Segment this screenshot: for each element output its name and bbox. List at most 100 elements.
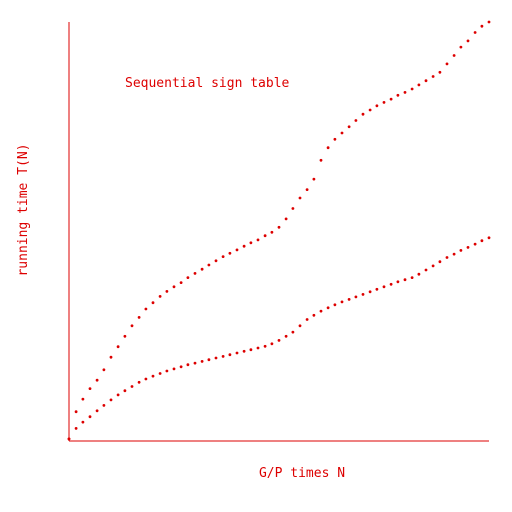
data-point bbox=[319, 309, 323, 313]
data-point bbox=[431, 264, 435, 268]
data-points bbox=[67, 20, 491, 441]
data-point bbox=[172, 367, 176, 371]
data-point bbox=[480, 24, 484, 28]
data-point bbox=[389, 97, 393, 101]
data-point bbox=[200, 267, 204, 271]
data-point bbox=[347, 125, 351, 129]
data-point bbox=[102, 404, 106, 407]
data-point bbox=[144, 377, 148, 381]
data-point bbox=[403, 91, 407, 94]
data-point bbox=[438, 260, 442, 264]
data-point bbox=[466, 39, 470, 43]
data-point bbox=[116, 393, 120, 397]
data-point bbox=[438, 70, 442, 74]
data-point bbox=[466, 246, 470, 249]
data-point bbox=[95, 378, 99, 382]
chart-annotation: Sequential sign table bbox=[125, 76, 290, 91]
data-point bbox=[137, 380, 141, 384]
data-point bbox=[452, 54, 456, 57]
series-2 bbox=[67, 236, 491, 441]
data-point bbox=[473, 242, 477, 246]
data-point bbox=[74, 427, 78, 430]
data-point bbox=[242, 349, 246, 353]
data-point bbox=[396, 280, 400, 284]
data-point bbox=[459, 45, 463, 49]
data-point bbox=[235, 248, 239, 252]
series-1 bbox=[67, 20, 491, 441]
data-point bbox=[165, 290, 169, 293]
data-point bbox=[144, 307, 148, 311]
data-point bbox=[249, 241, 253, 245]
data-point bbox=[228, 251, 232, 255]
data-point bbox=[235, 351, 239, 355]
data-point bbox=[207, 358, 211, 362]
data-point bbox=[480, 239, 484, 243]
data-point bbox=[221, 355, 225, 358]
x-axis-label: G/P times N bbox=[259, 466, 345, 481]
data-point bbox=[452, 252, 456, 256]
data-point bbox=[305, 188, 309, 192]
data-point bbox=[193, 361, 197, 365]
data-point bbox=[88, 387, 92, 390]
data-point bbox=[102, 368, 106, 372]
data-point bbox=[445, 256, 449, 259]
data-point bbox=[109, 355, 113, 359]
data-point bbox=[158, 372, 162, 375]
data-point bbox=[312, 313, 316, 317]
data-point bbox=[326, 306, 330, 310]
y-axis-label: running time T(N) bbox=[16, 143, 31, 276]
data-point bbox=[158, 295, 162, 298]
axes bbox=[68, 22, 489, 442]
data-point bbox=[340, 131, 344, 135]
data-point bbox=[228, 353, 232, 357]
data-point bbox=[347, 298, 351, 301]
data-point bbox=[186, 363, 190, 367]
data-point bbox=[207, 263, 211, 267]
data-point bbox=[95, 409, 99, 413]
data-point bbox=[431, 75, 435, 78]
data-point bbox=[291, 330, 295, 334]
data-point bbox=[270, 342, 274, 346]
data-point bbox=[242, 244, 246, 248]
data-point bbox=[473, 31, 477, 34]
data-point bbox=[256, 346, 260, 350]
data-point bbox=[123, 334, 127, 338]
data-point bbox=[67, 437, 71, 441]
data-point bbox=[179, 281, 183, 284]
data-point bbox=[403, 278, 407, 282]
data-point bbox=[214, 259, 218, 263]
data-point bbox=[424, 268, 428, 272]
data-point bbox=[305, 318, 309, 321]
data-point bbox=[81, 420, 85, 424]
data-point bbox=[298, 324, 302, 328]
data-point bbox=[368, 290, 372, 294]
data-point bbox=[151, 374, 155, 378]
data-point bbox=[389, 282, 393, 286]
data-point bbox=[382, 101, 386, 104]
data-point bbox=[354, 119, 358, 122]
data-point bbox=[221, 255, 225, 258]
data-point bbox=[291, 207, 295, 210]
data-point bbox=[487, 236, 491, 240]
data-point bbox=[193, 272, 197, 275]
data-point bbox=[151, 301, 155, 305]
data-point bbox=[74, 410, 78, 414]
data-point bbox=[256, 238, 260, 242]
data-point bbox=[277, 339, 281, 342]
data-point bbox=[417, 272, 421, 276]
data-point bbox=[445, 62, 449, 66]
data-point bbox=[333, 303, 337, 307]
data-point bbox=[200, 360, 204, 363]
data-point bbox=[186, 276, 190, 279]
data-point bbox=[368, 108, 372, 112]
data-point bbox=[81, 397, 85, 401]
data-point bbox=[263, 344, 267, 348]
data-point bbox=[361, 293, 365, 296]
data-point bbox=[109, 398, 113, 402]
data-point bbox=[417, 83, 421, 87]
data-point bbox=[354, 295, 358, 299]
data-point bbox=[333, 137, 337, 141]
data-point bbox=[375, 287, 379, 291]
data-point bbox=[249, 348, 253, 352]
